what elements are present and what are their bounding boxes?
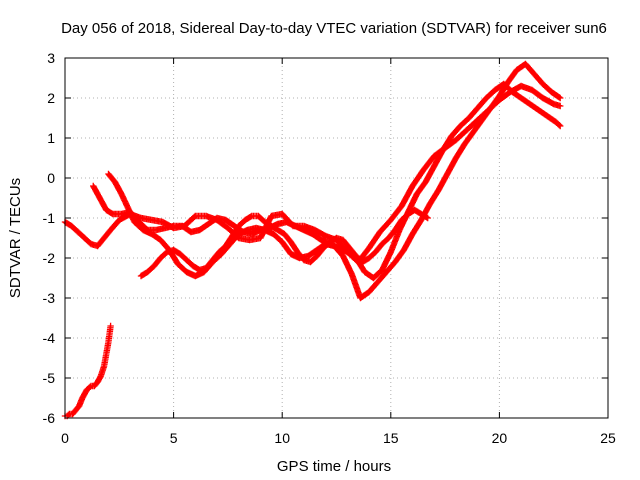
series-trace-a [61,322,114,420]
data-point [556,122,563,129]
y-tick-label: -2 [43,250,56,266]
x-tick-label: 10 [274,430,290,446]
x-tick-label: 0 [61,430,69,446]
y-tick-label: 3 [47,50,55,66]
y-tick-label: -4 [43,330,56,346]
y-tick-label: -5 [43,370,56,386]
x-tick-label: 25 [600,430,616,446]
y-tick-label: -1 [43,210,56,226]
y-tick-label: -6 [43,410,56,426]
data-point [107,322,114,330]
data-point [557,102,564,110]
y-axis-label: SDTVAR / TECUs [7,178,24,298]
data-point [423,214,430,221]
series-trace-d [105,60,564,302]
x-tick-label: 15 [383,430,399,446]
x-axis-label: GPS time / hours [277,458,391,475]
y-tick-label: 1 [47,130,55,146]
data-point [557,94,564,102]
plot-area-frame [64,57,609,419]
tick-labels: 0 5 10 15 20 25 -6 -5 -4 -3 -2 -1 0 1 2 3 [43,50,616,446]
data-points [61,60,564,420]
series-trace-e [137,206,431,280]
data-point [556,94,563,101]
y-tick-label: 0 [47,170,55,186]
data-point [557,122,564,130]
y-tick-label: 2 [47,90,55,106]
x-tick-label: 5 [170,430,178,446]
chart-title: Day 056 of 2018, Sidereal Day-to-day VTE… [61,20,607,37]
data-point [424,214,431,222]
y-tick-label: -3 [43,290,56,306]
series-trace-c [90,80,564,282]
x-tick-label: 20 [492,430,508,446]
